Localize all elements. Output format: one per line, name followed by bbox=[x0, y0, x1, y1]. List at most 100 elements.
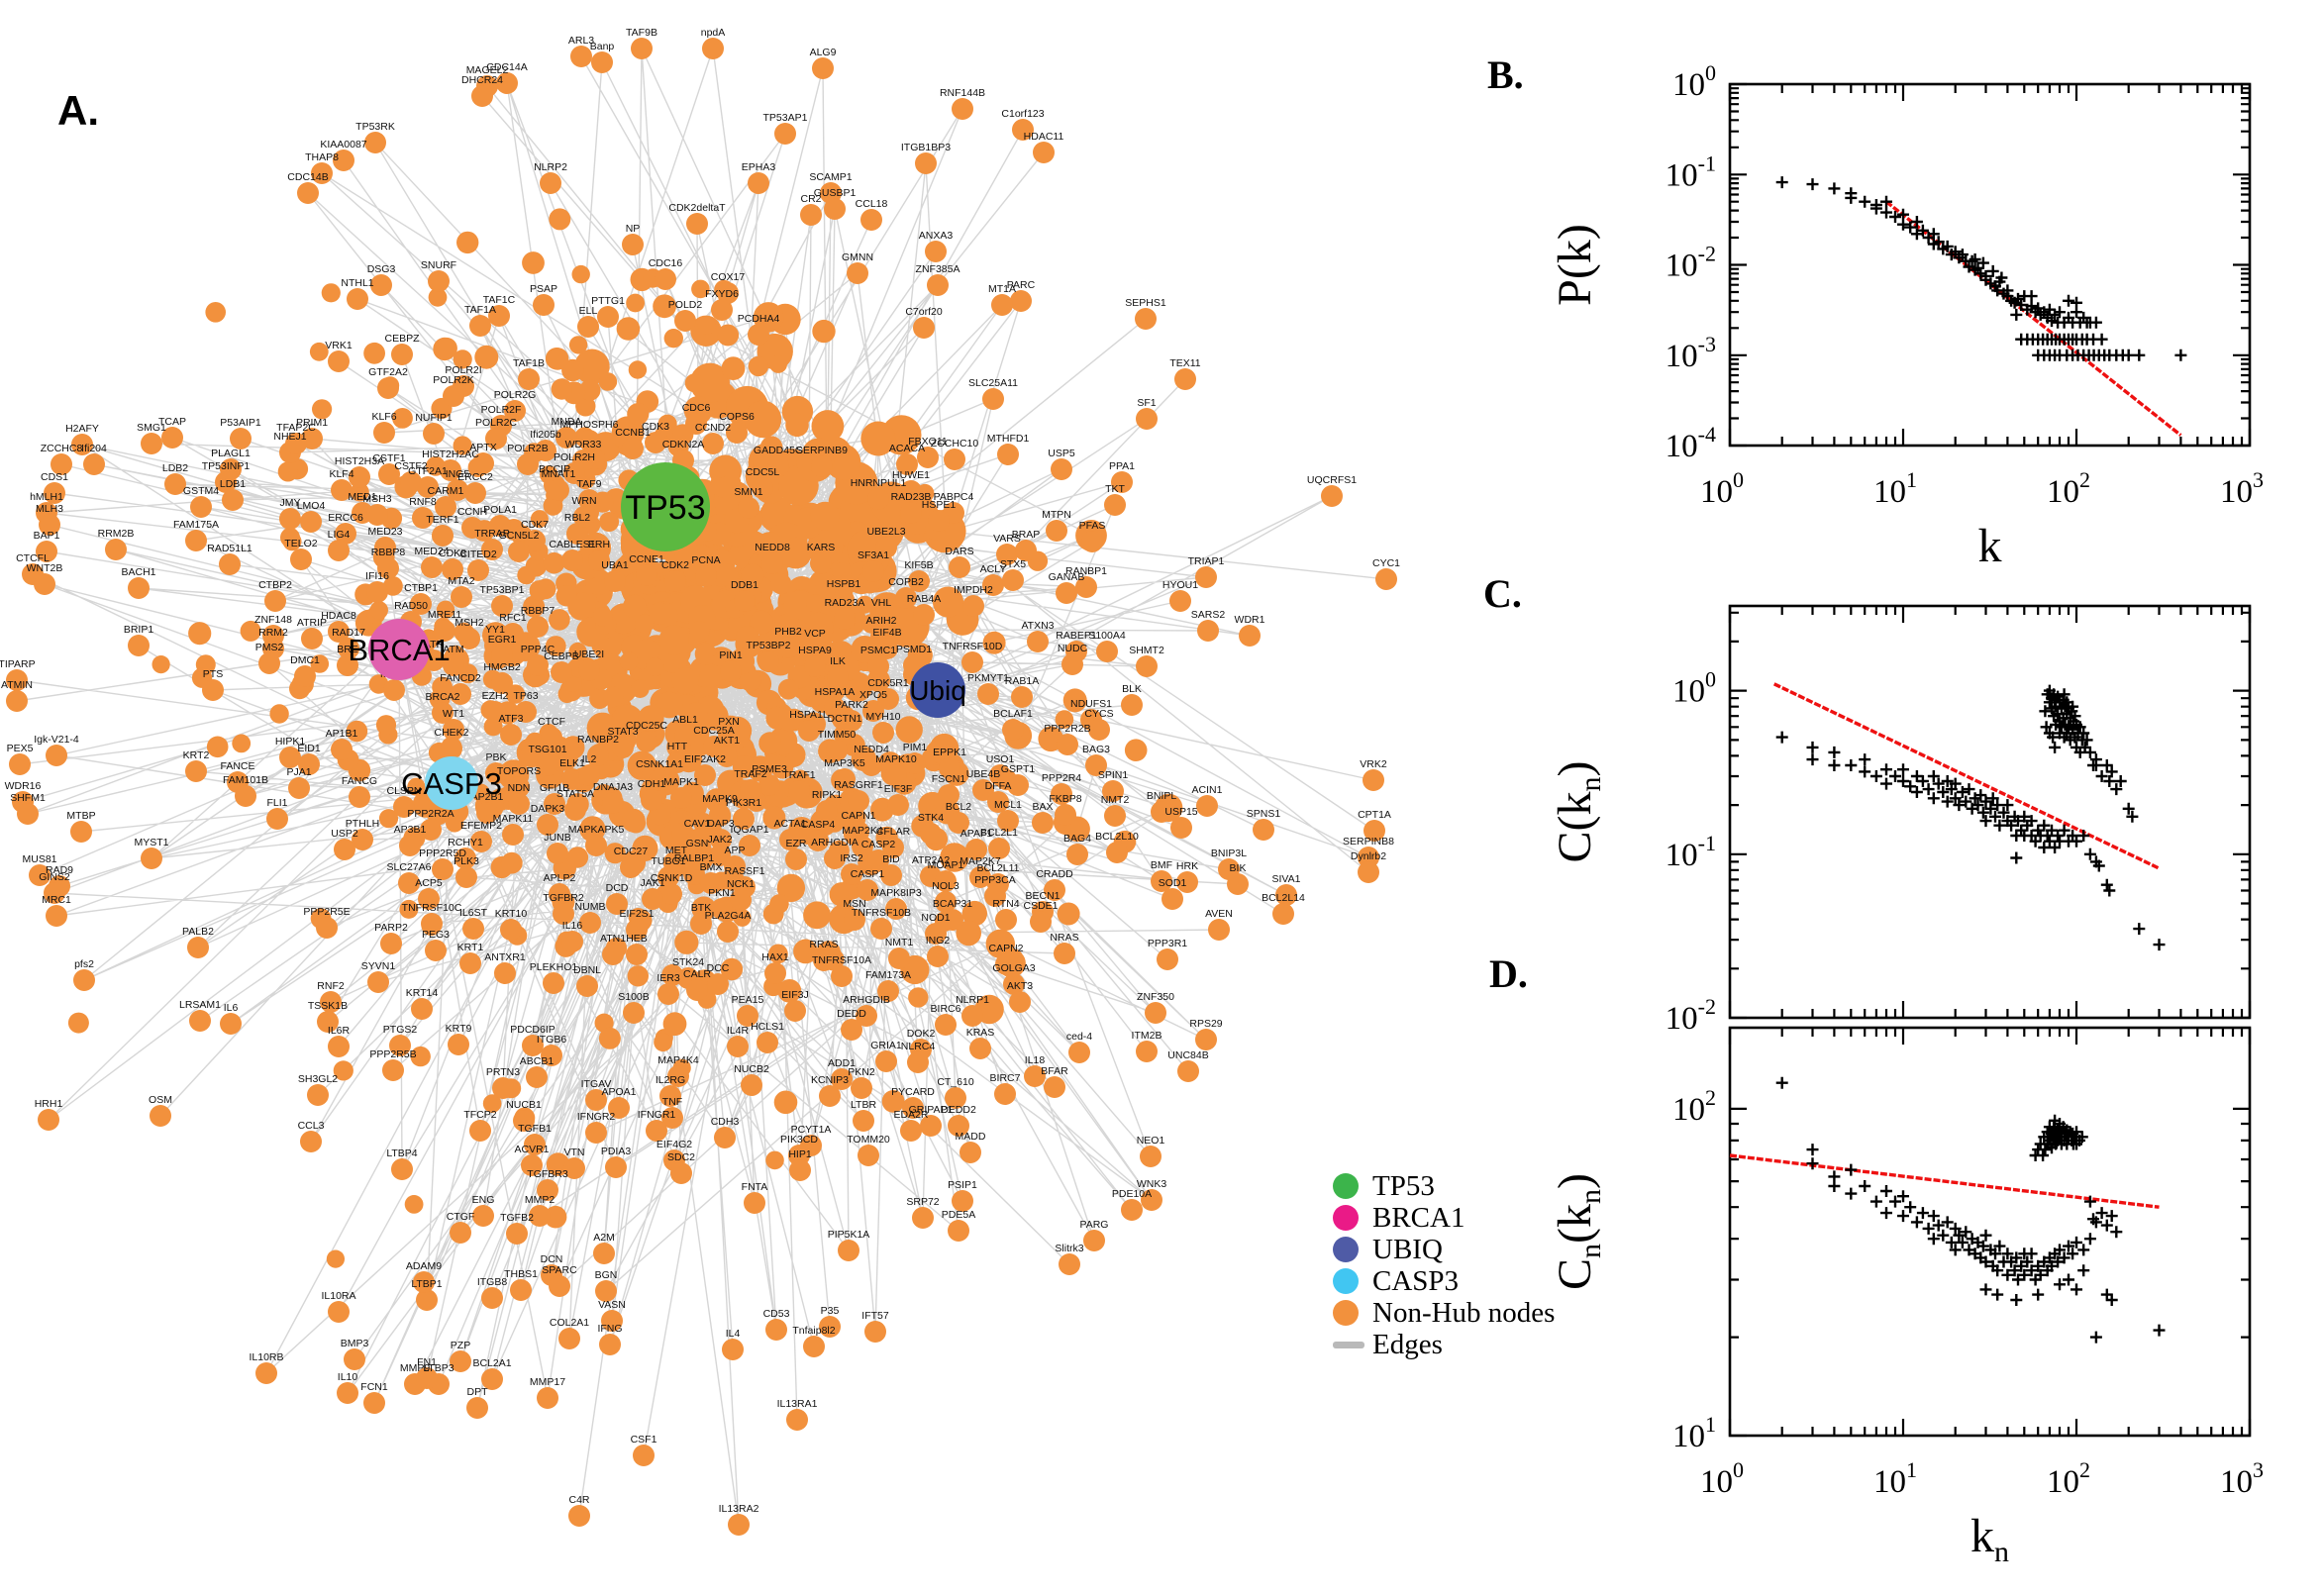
svg-text:CDKN2A: CDKN2A bbox=[662, 439, 705, 450]
svg-text:TP53AP1: TP53AP1 bbox=[763, 112, 808, 124]
brca1-dot-icon bbox=[1333, 1205, 1359, 1231]
svg-text:CDC14B: CDC14B bbox=[287, 171, 328, 183]
svg-text:H2AFY: H2AFY bbox=[65, 423, 99, 435]
svg-text:LDB1: LDB1 bbox=[220, 478, 246, 490]
legend-label: BRCA1 bbox=[1372, 1201, 1465, 1234]
svg-text:KLF6: KLF6 bbox=[371, 411, 396, 423]
svg-text:TFAP2C: TFAP2C bbox=[276, 422, 316, 434]
svg-text:RNF144B: RNF144B bbox=[940, 87, 985, 99]
svg-text:SCAMP1: SCAMP1 bbox=[809, 171, 852, 183]
edge-line-icon bbox=[1333, 1341, 1364, 1348]
svg-text:PRIM1: PRIM1 bbox=[296, 417, 328, 429]
svg-text:MAGEL2: MAGEL2 bbox=[466, 64, 509, 76]
svg-text:POLR2K: POLR2K bbox=[433, 374, 473, 386]
svg-text:MPHOSPH6: MPHOSPH6 bbox=[560, 419, 619, 431]
svg-text:10-3: 10-3 bbox=[1666, 332, 1716, 374]
svg-text:KIAA0087: KIAA0087 bbox=[320, 139, 366, 150]
svg-text:ZNF385A: ZNF385A bbox=[916, 263, 960, 275]
svg-text:SNURF: SNURF bbox=[421, 259, 456, 271]
legend-item-casp3: CASP3 bbox=[1333, 1265, 1555, 1297]
nonhub-dot-icon bbox=[1333, 1300, 1359, 1326]
svg-text:POLR2B: POLR2B bbox=[507, 443, 548, 454]
svg-text:BCCIP: BCCIP bbox=[539, 463, 570, 475]
svg-text:PLAGL1: PLAGL1 bbox=[211, 448, 251, 459]
svg-text:TAF1B: TAF1B bbox=[513, 357, 545, 369]
legend-item-ubiq: UBIQ bbox=[1333, 1234, 1555, 1265]
svg-text:BAP1: BAP1 bbox=[34, 530, 60, 542]
svg-text:ERCC2: ERCC2 bbox=[457, 471, 493, 483]
svg-text:FXYD6: FXYD6 bbox=[705, 288, 739, 300]
svg-text:TCAP: TCAP bbox=[158, 416, 186, 428]
svg-text:Cn​(kn​): Cn​(kn​) bbox=[1549, 1173, 1607, 1290]
casp3-dot-icon bbox=[1333, 1268, 1359, 1294]
svg-text:GSTM4: GSTM4 bbox=[183, 485, 219, 497]
legend-label: TP53 bbox=[1372, 1169, 1435, 1202]
svg-text:ELL: ELL bbox=[579, 305, 598, 317]
svg-text:GTF2A1: GTF2A1 bbox=[408, 465, 448, 477]
legend-item-tp53: TP53 bbox=[1333, 1170, 1555, 1202]
svg-text:KLF4: KLF4 bbox=[329, 468, 354, 480]
legend-item-brca1: BRCA1 bbox=[1333, 1202, 1555, 1234]
svg-text:POLD2: POLD2 bbox=[668, 299, 703, 311]
svg-text:P(k): P(k) bbox=[1549, 224, 1601, 306]
svg-text:POLR2G: POLR2G bbox=[494, 389, 537, 401]
svg-text:NTHL1: NTHL1 bbox=[341, 277, 373, 289]
svg-text:103: 103 bbox=[2220, 467, 2264, 510]
svg-text:100: 100 bbox=[1700, 1457, 1744, 1500]
svg-text:EPHA3: EPHA3 bbox=[742, 161, 776, 173]
svg-text:DHCR24: DHCR24 bbox=[461, 74, 503, 86]
legend-label: UBIQ bbox=[1372, 1233, 1443, 1265]
svg-text:HDAC11: HDAC11 bbox=[1024, 131, 1064, 143]
svg-text:CDC16: CDC16 bbox=[649, 257, 683, 269]
svg-text:Ifi204: Ifi204 bbox=[81, 443, 107, 454]
svg-text:103: 103 bbox=[2220, 1457, 2264, 1500]
svg-text:10-4: 10-4 bbox=[1666, 422, 1716, 464]
svg-text:PARC: PARC bbox=[1007, 279, 1036, 291]
tp53-dot-icon bbox=[1333, 1173, 1359, 1199]
svg-text:CDK2deltaT: CDK2deltaT bbox=[668, 202, 726, 214]
svg-text:CEBPZ: CEBPZ bbox=[384, 333, 420, 345]
svg-text:NP: NP bbox=[626, 223, 641, 235]
svg-text:MLH3: MLH3 bbox=[36, 503, 63, 515]
svg-text:POLR2F: POLR2F bbox=[481, 404, 522, 416]
panel-letter-a: A. bbox=[57, 87, 99, 134]
svg-text:Banp: Banp bbox=[590, 41, 615, 52]
svg-text:NUFIP1: NUFIP1 bbox=[415, 412, 453, 424]
panel-letter-b: B. bbox=[1487, 52, 1524, 97]
svg-text:TAF1C: TAF1C bbox=[483, 294, 516, 306]
svg-text:WNT2B: WNT2B bbox=[27, 562, 63, 574]
svg-text:PCDHA4: PCDHA4 bbox=[738, 313, 780, 325]
ubiq-dot-icon bbox=[1333, 1237, 1359, 1262]
svg-text:PTTG1: PTTG1 bbox=[591, 295, 625, 307]
legend-label: CASP3 bbox=[1372, 1264, 1460, 1297]
svg-text:101: 101 bbox=[1873, 467, 1917, 510]
svg-text:ARL3: ARL3 bbox=[568, 35, 594, 47]
svg-text:TP53INP1: TP53INP1 bbox=[202, 460, 251, 472]
svg-text:NLRP2: NLRP2 bbox=[534, 161, 567, 173]
svg-text:NHEJ1: NHEJ1 bbox=[273, 431, 306, 443]
svg-text:CSTF1: CSTF1 bbox=[372, 452, 405, 464]
svg-text:C(kn​): C(kn​) bbox=[1549, 761, 1607, 863]
svg-text:GMNN: GMNN bbox=[842, 251, 873, 263]
svg-text:THAP8: THAP8 bbox=[305, 151, 339, 163]
svg-text:MNDA: MNDA bbox=[552, 416, 582, 428]
svg-text:10-1: 10-1 bbox=[1666, 831, 1716, 873]
svg-text:POLR2C: POLR2C bbox=[475, 417, 517, 429]
panel-letter-c: C. bbox=[1483, 571, 1522, 616]
legend: TP53 BRCA1 UBIQ CASP3 Non-Hub nodes Edge… bbox=[1333, 1170, 1555, 1360]
svg-text:npdA: npdA bbox=[701, 27, 726, 39]
svg-text:102: 102 bbox=[2047, 467, 2090, 510]
svg-text:APTX: APTX bbox=[469, 442, 496, 453]
svg-text:ITGB1BP3: ITGB1BP3 bbox=[901, 142, 951, 153]
svg-text:VRK1: VRK1 bbox=[325, 340, 353, 351]
svg-text:kn​: kn​ bbox=[1970, 1510, 2009, 1568]
network-nodes bbox=[6, 38, 1397, 1536]
svg-text:k: k bbox=[1978, 520, 2002, 572]
svg-text:CDC14A: CDC14A bbox=[486, 61, 527, 73]
svg-text:GTF2A2: GTF2A2 bbox=[368, 366, 408, 378]
svg-text:CTCFL: CTCFL bbox=[16, 552, 50, 564]
